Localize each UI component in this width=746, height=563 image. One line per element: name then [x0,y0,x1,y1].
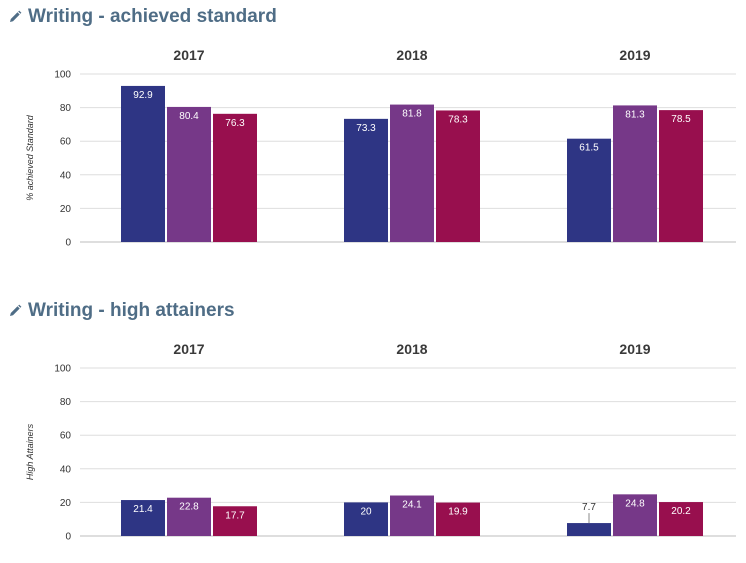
y-tick-label: 40 [60,464,72,475]
category-label: 2019 [619,341,650,357]
y-tick-label: 20 [60,498,72,509]
data-label: 61.5 [579,143,599,154]
bar [436,502,480,536]
data-label: 21.4 [133,504,153,515]
category-label: 2017 [173,47,204,63]
bar [613,105,657,242]
category-label: 2018 [396,47,427,63]
y-tick-label: 60 [60,137,72,148]
category-label: 2017 [173,341,204,357]
y-tick-label: 0 [65,532,71,543]
y-tick-label: 40 [60,170,72,181]
bar [121,500,165,536]
data-label: 78.3 [448,114,468,125]
bar [167,497,211,536]
category-label: 2018 [396,341,427,357]
pencil-icon [8,304,22,318]
y-tick-label: 60 [60,431,72,442]
chart-section-achieved: Writing - achieved standard 0 20 40 60 80 100… [0,0,746,280]
y-tick-label: 0 [65,238,71,249]
chart-title-high: Writing - high attainers [8,300,235,322]
y-tick-label: 20 [60,204,72,215]
bar [213,113,257,242]
bar [121,85,165,242]
data-label: 7.7 [582,502,596,513]
chart-title-text: Writing - achieved standard [28,6,277,27]
data-label: 81.3 [625,109,645,120]
bar [390,104,434,243]
bar [659,110,703,243]
data-label: 80.4 [179,111,199,122]
bar [344,118,388,242]
data-label: 78.5 [671,114,691,125]
bar [436,110,480,243]
bar [344,502,388,536]
data-label: 17.7 [225,510,245,521]
bar [167,106,211,242]
bar [213,506,257,536]
y-tick-label: 100 [54,70,71,81]
data-label: 24.1 [402,500,422,511]
chart-high-attainers: 0 20 40 60 80 100 High Attainers 2017 2018 2019 21… [25,341,736,543]
chart-achieved-standard: 0 20 40 60 80 100 % achieved Standard 2017 2018 2… [25,47,736,249]
y-tick-label: 100 [54,364,71,375]
bar [613,494,657,536]
y-tick-label: 80 [60,397,72,408]
bar [390,495,434,536]
category-label: 2019 [619,47,650,63]
data-label: 73.3 [356,123,376,134]
data-label: 19.9 [448,507,468,518]
data-label: 76.3 [225,118,245,129]
bar [567,523,611,536]
data-label: 20.2 [671,506,691,517]
y-axis-label: % achieved Standard [25,114,35,201]
chart-section-high: Writing - high attainers 0 20 40 60 80 100 Hig… [0,294,746,563]
data-label: 22.8 [179,502,199,513]
y-axis-label: High Attainers [25,423,35,480]
bar [567,138,611,242]
bar [659,502,703,536]
y-tick-label: 80 [60,103,72,114]
data-label: 92.9 [133,90,153,101]
data-label: 24.8 [625,498,645,509]
data-label: 20 [360,506,372,517]
data-label: 81.8 [402,109,422,120]
pencil-icon [8,10,22,24]
chart-title-text: Writing - high attainers [28,300,235,321]
chart-title-achieved: Writing - achieved standard [8,6,277,28]
